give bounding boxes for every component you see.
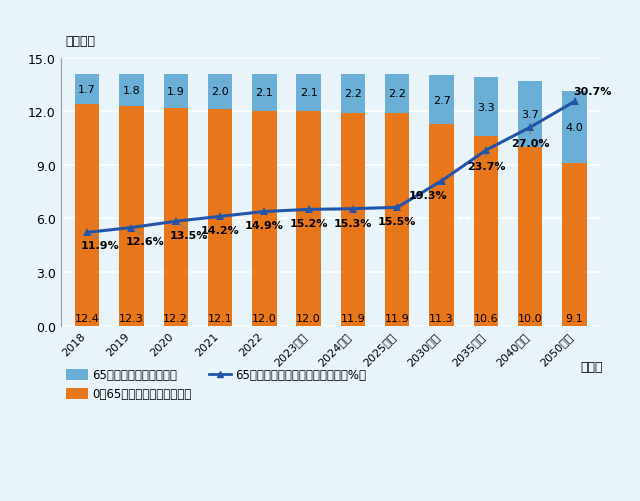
Text: 12.0: 12.0 — [252, 314, 276, 324]
Text: 30.7%: 30.7% — [573, 87, 611, 97]
Bar — [119, 75, 143, 107]
Bar — [252, 75, 276, 112]
Text: 12.0: 12.0 — [296, 314, 321, 324]
Bar — [208, 75, 232, 110]
Bar — [518, 148, 543, 326]
Text: 14.2%: 14.2% — [201, 226, 239, 236]
Text: 23.7%: 23.7% — [467, 161, 505, 171]
Text: （億人）: （億人） — [65, 35, 95, 48]
Text: 2.1: 2.1 — [300, 88, 317, 98]
Text: 11.9: 11.9 — [340, 314, 365, 324]
Text: 3.7: 3.7 — [522, 110, 539, 120]
Text: 4.0: 4.0 — [566, 123, 584, 133]
Text: 19.3%: 19.3% — [409, 190, 447, 200]
Text: 15.5%: 15.5% — [378, 217, 417, 227]
Text: 12.1: 12.1 — [208, 314, 232, 324]
Text: 1.8: 1.8 — [123, 86, 140, 96]
Text: 10.6: 10.6 — [474, 314, 499, 324]
Bar — [385, 114, 410, 326]
Bar — [75, 105, 99, 326]
Bar — [518, 82, 543, 148]
Bar — [296, 75, 321, 112]
Bar — [208, 110, 232, 326]
Text: 3.3: 3.3 — [477, 103, 495, 112]
Text: 15.3%: 15.3% — [334, 218, 372, 228]
Bar — [75, 75, 99, 105]
Text: 12.6%: 12.6% — [125, 237, 164, 247]
Text: 11.9: 11.9 — [385, 314, 410, 324]
Text: 2.7: 2.7 — [433, 95, 451, 105]
Bar — [474, 137, 498, 326]
Text: 2.2: 2.2 — [344, 89, 362, 99]
Text: 11.3: 11.3 — [429, 314, 454, 324]
Bar — [341, 114, 365, 326]
Text: 14.9%: 14.9% — [245, 221, 284, 231]
Bar — [119, 107, 143, 326]
Text: 1.9: 1.9 — [167, 87, 184, 96]
Text: 10.0: 10.0 — [518, 314, 543, 324]
Text: 12.4: 12.4 — [75, 314, 100, 324]
Text: 2.2: 2.2 — [388, 89, 406, 99]
Legend: 65歳以上の人口（億人）, 0～65歳未満の人口（億人）, 65歳以上が総人口に占める割合（%）: 65歳以上の人口（億人）, 0～65歳未満の人口（億人）, 65歳以上が総人口に… — [67, 369, 366, 400]
Text: 12.2: 12.2 — [163, 314, 188, 324]
Bar — [385, 75, 410, 114]
Bar — [296, 112, 321, 326]
Text: 2.1: 2.1 — [255, 88, 273, 98]
Text: （年）: （年） — [581, 360, 604, 373]
Bar — [429, 76, 454, 124]
Bar — [563, 164, 587, 326]
Text: 9.1: 9.1 — [566, 314, 584, 324]
Text: 11.9%: 11.9% — [81, 240, 120, 250]
Bar — [474, 78, 498, 137]
Text: 13.5%: 13.5% — [170, 231, 208, 240]
Bar — [563, 92, 587, 164]
Bar — [341, 75, 365, 114]
Text: 12.3: 12.3 — [119, 314, 144, 324]
Text: 1.7: 1.7 — [78, 85, 96, 95]
Bar — [164, 108, 188, 326]
Bar — [164, 75, 188, 108]
Text: 15.2%: 15.2% — [289, 219, 328, 229]
Bar — [429, 124, 454, 326]
Text: 2.0: 2.0 — [211, 87, 229, 97]
Text: 27.0%: 27.0% — [511, 138, 550, 148]
Bar — [252, 112, 276, 326]
